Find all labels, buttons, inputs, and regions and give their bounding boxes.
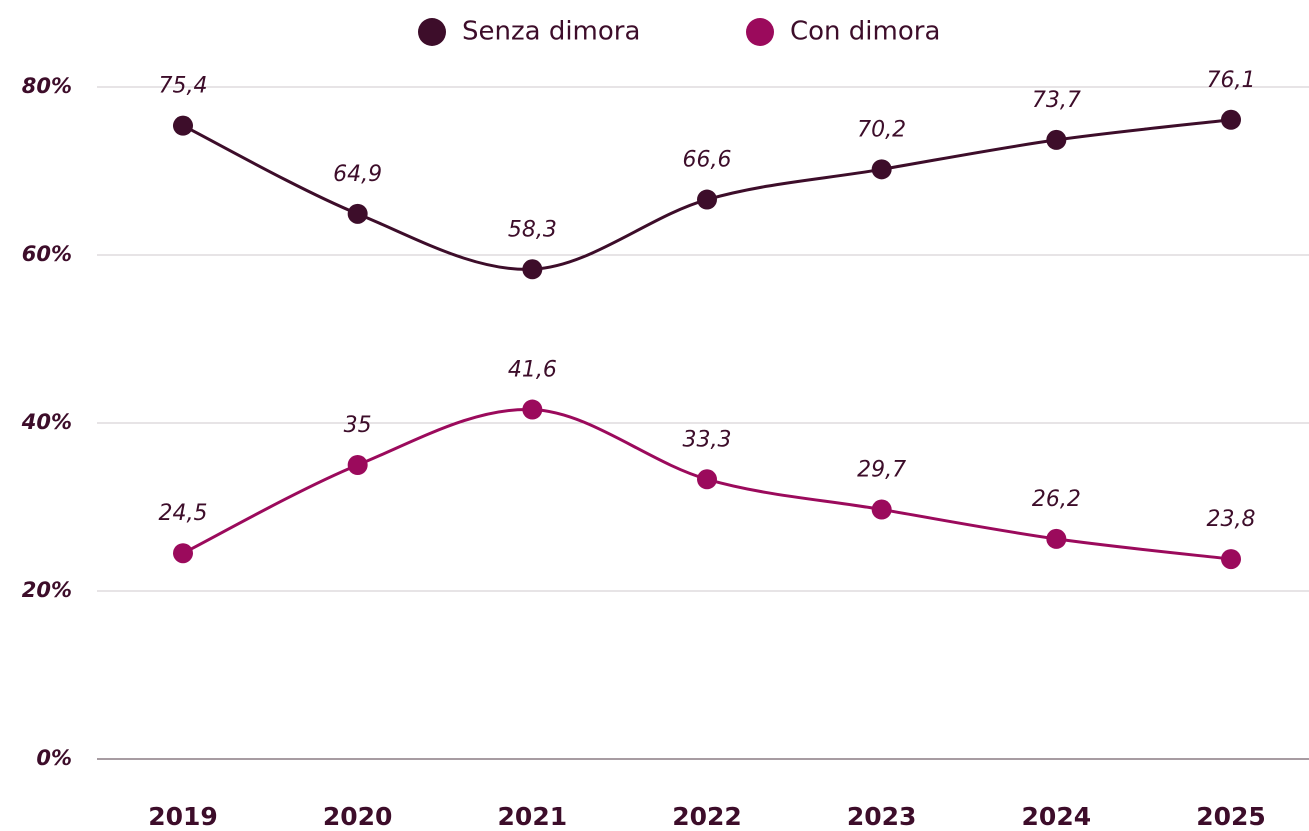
data-point	[347, 455, 368, 475]
y-tick-label: 0%	[36, 746, 72, 770]
x-tick-label: 2020	[323, 802, 393, 831]
x-tick-label: 2022	[672, 802, 742, 831]
x-tick-label: 2025	[1196, 802, 1266, 831]
data-point	[1046, 129, 1067, 150]
legend-label: Con dimora	[790, 17, 940, 47]
y-tick-label: 60%	[22, 242, 72, 266]
legend-swatch	[746, 18, 774, 46]
data-label: 76,1	[1207, 68, 1256, 93]
data-label: 29,7	[857, 458, 906, 483]
data-point	[522, 259, 543, 280]
data-point	[697, 469, 717, 490]
data-point	[1221, 109, 1241, 130]
data-point	[347, 203, 368, 224]
y-tick-label: 40%	[21, 410, 72, 434]
data-point	[871, 499, 892, 520]
data-label: 75,4	[159, 74, 208, 99]
data-point	[173, 543, 193, 564]
data-point	[871, 159, 892, 180]
data-point	[697, 189, 717, 210]
legend-label: Senza dimora	[462, 17, 640, 47]
data-label: 66,6	[683, 148, 732, 173]
data-label: 26,2	[1032, 487, 1081, 512]
data-point	[522, 399, 543, 420]
data-label: 33,3	[683, 427, 732, 452]
data-label: 73,7	[1032, 88, 1081, 113]
legend-swatch	[418, 18, 446, 46]
x-tick-label: 2021	[498, 802, 568, 831]
y-tick-label: 20%	[22, 578, 72, 602]
x-tick-label: 2023	[847, 802, 917, 831]
data-point	[173, 115, 193, 136]
data-point	[1221, 549, 1241, 570]
y-tick-label: 80%	[22, 74, 72, 98]
data-point	[1046, 528, 1067, 549]
data-label: 70,2	[857, 117, 906, 142]
x-tick-label: 2024	[1022, 802, 1092, 831]
x-tick-label: 2019	[148, 802, 218, 831]
data-label: 41,6	[508, 358, 557, 383]
data-label: 58,3	[508, 217, 557, 242]
data-label: 35	[344, 413, 372, 438]
data-label: 64,9	[333, 162, 382, 187]
data-label: 24,5	[159, 501, 208, 526]
data-label: 23,8	[1207, 507, 1256, 532]
